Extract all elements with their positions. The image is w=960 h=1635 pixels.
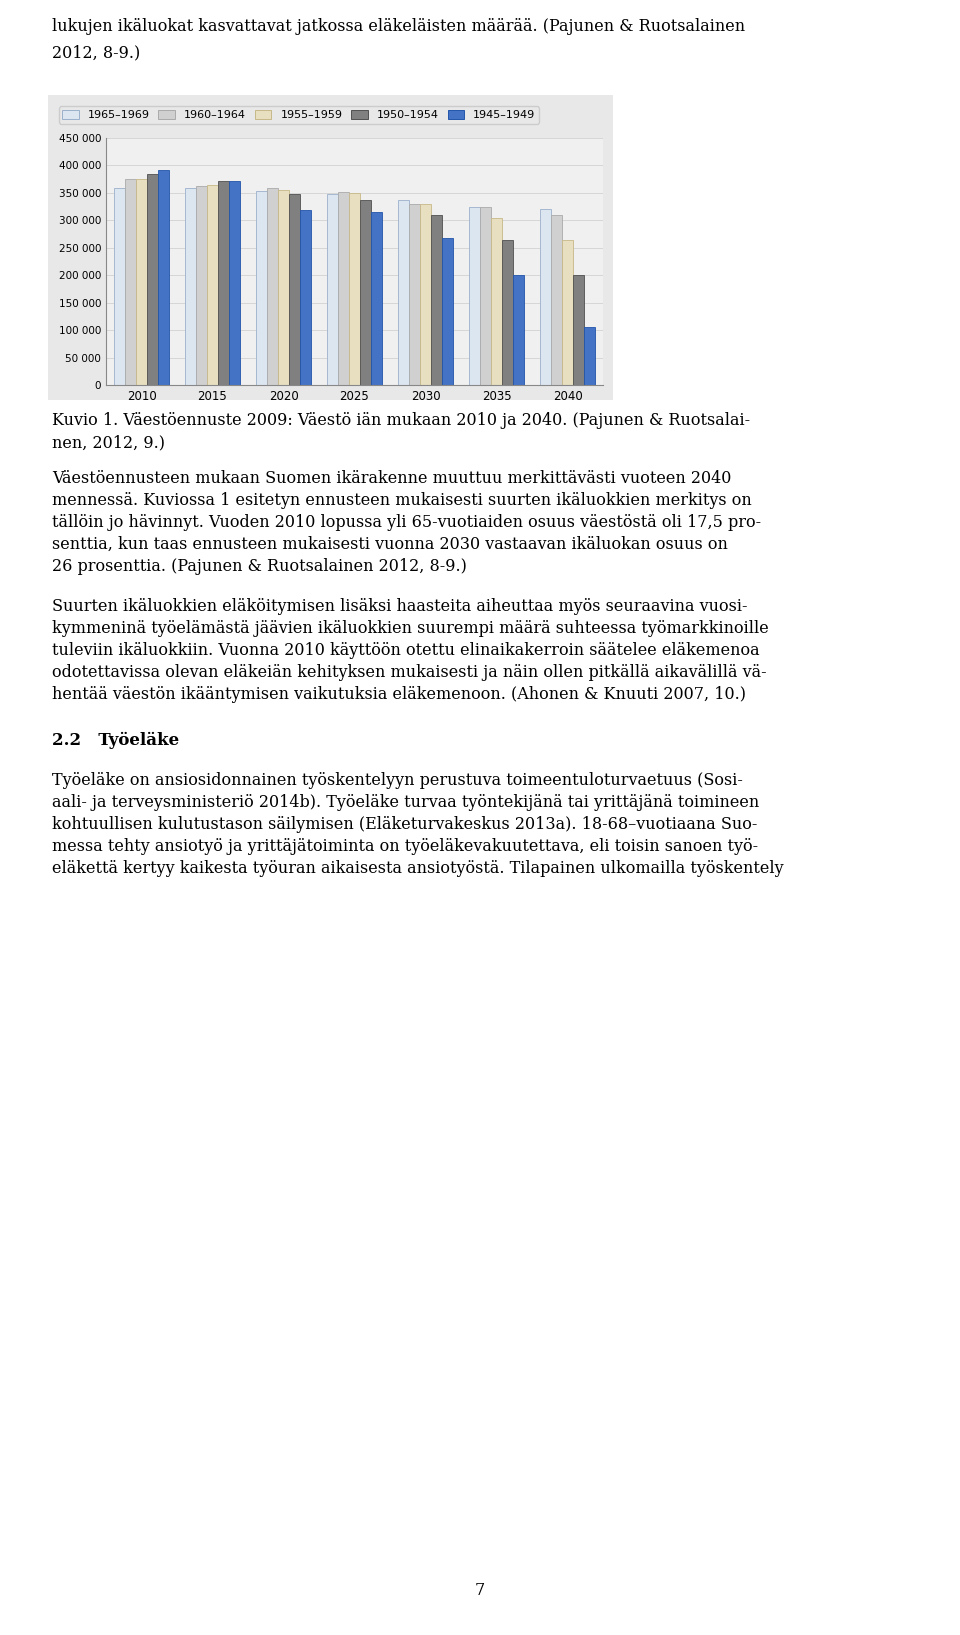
Bar: [207, 185, 218, 384]
Text: hentää väestön ikääntymisen vaikutuksia eläkemenoon. (Ahonen & Knuuti 2007, 10.): hentää väestön ikääntymisen vaikutuksia …: [52, 687, 746, 703]
Bar: [372, 213, 381, 384]
Bar: [480, 206, 491, 384]
Text: messa tehty ansiotyö ja yrittäjätoiminta on työeläkevakuutettava, eli toisin sa: messa tehty ansiotyö ja yrittäjätoimint…: [52, 839, 758, 855]
Bar: [148, 173, 157, 384]
Text: tällöin jo hävinnyt. Vuoden 2010 lopussa yli 65-vuotiaiden osuus väestöstä oli 1: tällöin jo hävinnyt. Vuoden 2010 lopussa…: [52, 513, 761, 531]
Bar: [409, 204, 420, 384]
Bar: [431, 214, 442, 384]
Bar: [349, 193, 360, 384]
Bar: [339, 191, 348, 384]
Bar: [158, 170, 169, 384]
Bar: [268, 188, 277, 384]
Bar: [278, 190, 289, 384]
Bar: [492, 217, 501, 384]
Bar: [585, 327, 594, 384]
Bar: [360, 199, 371, 384]
Text: Työeläke on ansiosidonnainen työskentelyyn perustuva toimeentuloturvaetuus (Sosi: Työeläke on ansiosidonnainen työskentely…: [52, 772, 743, 790]
Text: Väestöennusteen mukaan Suomen ikärakenne muuttuu merkittävästi vuoteen 2040: Väestöennusteen mukaan Suomen ikärakenne…: [52, 469, 732, 487]
Bar: [502, 240, 513, 384]
Bar: [136, 180, 147, 384]
Text: mennessä. Kuviossa 1 esitetyn ennusteen mukaisesti suurten ikäluokkien merkitys : mennessä. Kuviossa 1 esitetyn ennusteen …: [52, 492, 752, 508]
Text: nen, 2012, 9.): nen, 2012, 9.): [52, 433, 165, 451]
Bar: [126, 180, 135, 384]
Bar: [300, 211, 311, 384]
Bar: [290, 195, 300, 384]
Bar: [327, 195, 338, 384]
Text: Kuvio 1. Väestöennuste 2009: Väestö iän mukaan 2010 ja 2040. (Pajunen & Ruotsala: Kuvio 1. Väestöennuste 2009: Väestö iän …: [52, 412, 750, 428]
Bar: [256, 191, 267, 384]
Bar: [219, 181, 228, 384]
Text: aali- ja terveysministeriö 2014b). Työeläke turvaa työntekijänä tai yrittäjänä t: aali- ja terveysministeriö 2014b). Työel…: [52, 795, 759, 811]
Bar: [185, 188, 196, 384]
Bar: [229, 181, 240, 384]
Bar: [420, 204, 431, 384]
Text: 7: 7: [475, 1583, 485, 1599]
Text: Suurten ikäluokkien eläköitymisen lisäksi haasteita aiheuttaa myös seuraavina vu: Suurten ikäluokkien eläköitymisen lisäks…: [52, 598, 748, 615]
Text: tuleviin ikäluokkiin. Vuonna 2010 käyttöön otettu elinaikakerroin säätelee eläke: tuleviin ikäluokkiin. Vuonna 2010 käyttö…: [52, 643, 759, 659]
Bar: [443, 239, 452, 384]
Bar: [398, 199, 409, 384]
Bar: [514, 275, 523, 384]
Bar: [551, 214, 562, 384]
Bar: [563, 240, 572, 384]
Bar: [114, 188, 125, 384]
Text: senttia, kun taas ennusteen mukaisesti vuonna 2030 vastaavan ikäluokan osuus on: senttia, kun taas ennusteen mukaisesti v…: [52, 536, 728, 553]
Legend: 1965–1969, 1960–1964, 1955–1959, 1950–1954, 1945–1949: 1965–1969, 1960–1964, 1955–1959, 1950–19…: [59, 106, 539, 124]
Bar: [573, 275, 584, 384]
Text: odotettavissa olevan eläkeiän kehityksen mukaisesti ja näin ollen pitkällä aikav: odotettavissa olevan eläkeiän kehityksen…: [52, 664, 767, 682]
Text: lukujen ikäluokat kasvattavat jatkossa eläkeläisten määrää. (Pajunen & Ruotsalai: lukujen ikäluokat kasvattavat jatkossa e…: [52, 18, 745, 34]
Bar: [540, 209, 550, 384]
Text: kymmeninä työelämästä jäävien ikäluokkien suurempi määrä suhteessa työmarkkinoil: kymmeninä työelämästä jäävien ikäluokkie…: [52, 620, 769, 638]
Bar: [197, 186, 206, 384]
Bar: [469, 206, 480, 384]
Text: 2012, 8-9.): 2012, 8-9.): [52, 44, 140, 60]
Text: 26 prosenttia. (Pajunen & Ruotsalainen 2012, 8-9.): 26 prosenttia. (Pajunen & Ruotsalainen 2…: [52, 558, 467, 576]
Text: eläkettä kertyy kaikesta työuran aikaisesta ansiotyöstä. Tilapainen ulkomailla : eläkettä kertyy kaikesta työuran aikaise…: [52, 860, 783, 876]
Text: 2.2   Työeläke: 2.2 Työeläke: [52, 732, 180, 749]
Text: kohtuullisen kulutustason säilymisen (Eläketurvakeskus 2013a). 18-68–vuotiaana S: kohtuullisen kulutustason säilymisen (El…: [52, 816, 757, 832]
